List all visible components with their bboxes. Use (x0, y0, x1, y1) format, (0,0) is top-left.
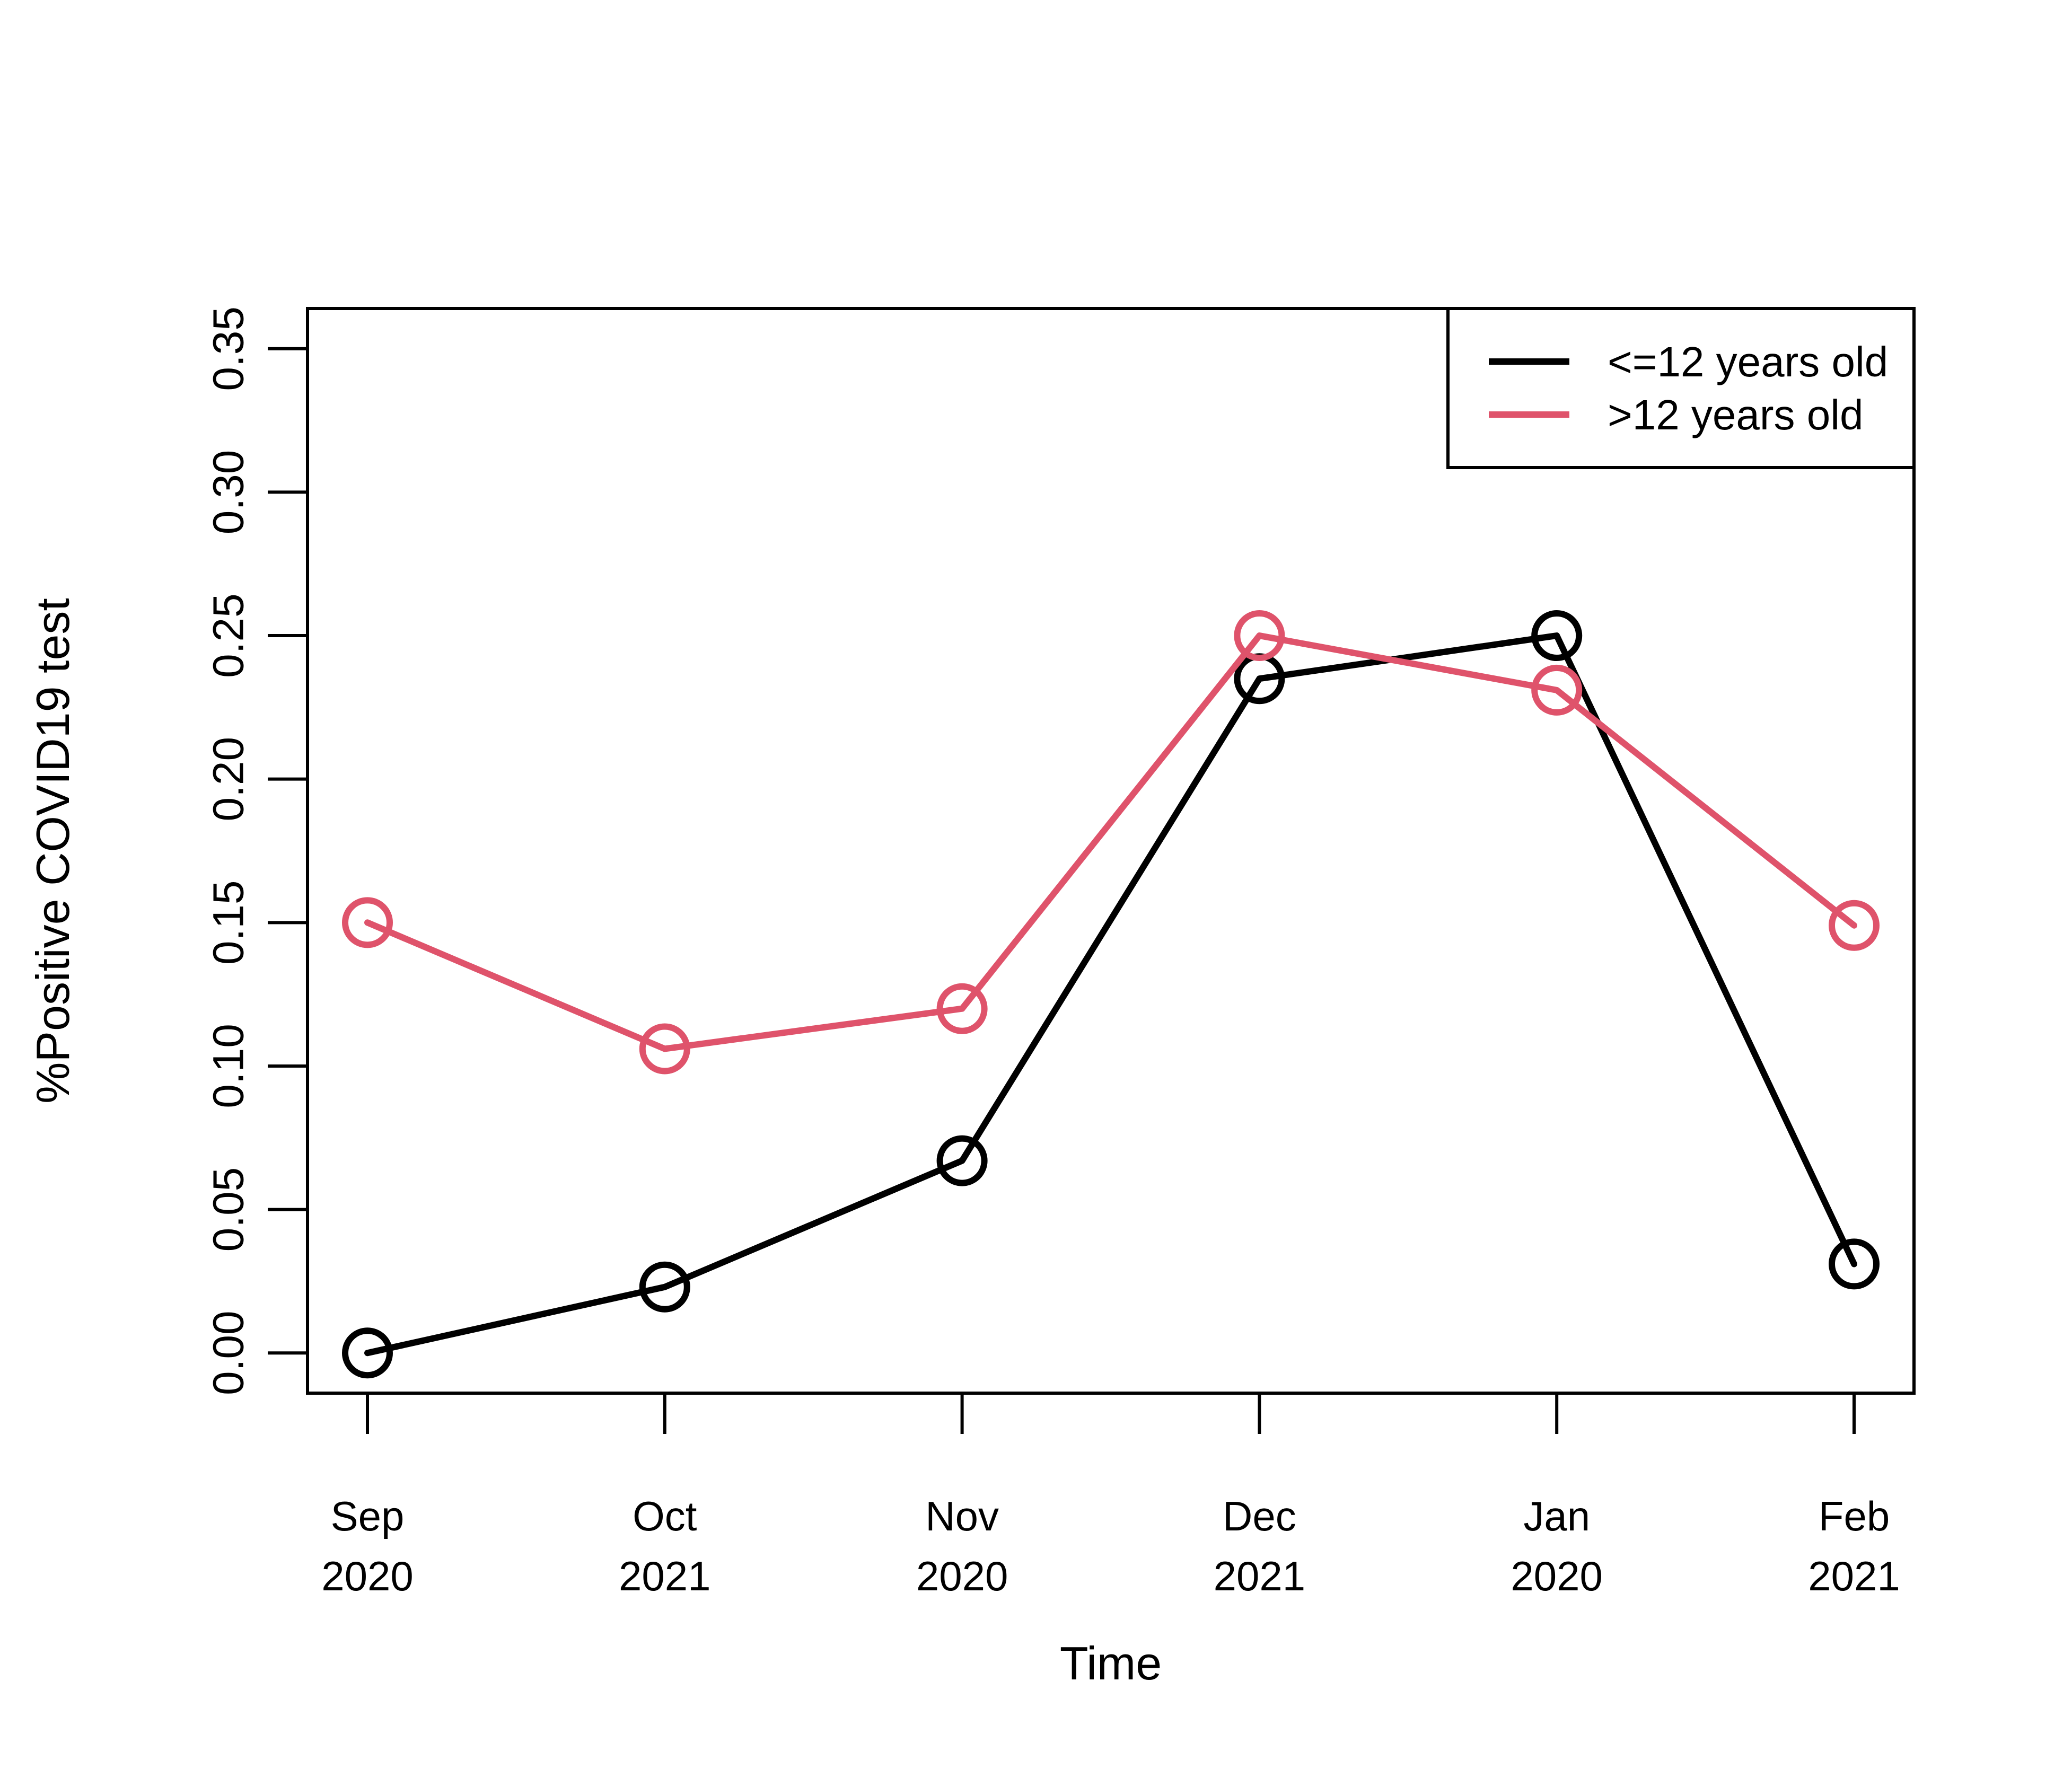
x-tick-label: 2021 (619, 1553, 711, 1599)
data-point (1234, 610, 1285, 662)
y-tick-label: 0.15 (205, 881, 253, 965)
data-point (936, 1135, 988, 1186)
legend: <=12 years old >12 years old (1446, 307, 1916, 469)
series-layer (342, 610, 1880, 1379)
x-axis-label: Time (1060, 1637, 1162, 1689)
y-tick-label: 0.00 (205, 1310, 253, 1395)
y-tick-label: 0.35 (205, 306, 253, 391)
axes: 0.00 0.05 0.10 0.15 0.20 0.25 0.30 0.35 Sep 2020 O… (205, 306, 1900, 1599)
x-tick-label: Dec (1223, 1493, 1296, 1539)
x-tick-label: 2020 (321, 1553, 414, 1599)
data-point (342, 1327, 393, 1379)
series-line (364, 632, 1857, 1357)
x-tick-label: Oct (633, 1493, 697, 1539)
data-point (1829, 900, 1880, 951)
series-2 (342, 610, 1880, 1075)
y-tick-label: 0.30 (205, 450, 253, 535)
data-point (936, 983, 988, 1034)
x-tick-label: 2020 (916, 1553, 1008, 1599)
legend-label: >12 years old (1608, 391, 1864, 438)
x-tick-label: 2020 (1511, 1553, 1603, 1599)
series-1 (342, 610, 1880, 1379)
y-tick-label: 0.20 (205, 737, 253, 822)
x-tick-label: 2021 (1808, 1553, 1900, 1599)
x-tick-label: Feb (1819, 1493, 1890, 1539)
series-line (364, 632, 1857, 1052)
x-tick-label: Sep (331, 1493, 405, 1539)
data-point (1829, 1238, 1880, 1290)
x-tick-label: 2021 (1214, 1553, 1306, 1599)
plot-frame (306, 307, 1916, 1395)
data-point (639, 1023, 690, 1075)
legend-box (1446, 307, 1916, 469)
legend-label: <=12 years old (1608, 338, 1888, 385)
y-tick-label: 0.25 (205, 593, 253, 678)
x-tick-label: Jan (1523, 1493, 1590, 1539)
data-point (1531, 610, 1583, 662)
data-point (639, 1261, 690, 1313)
y-tick-label: 0.05 (205, 1167, 253, 1252)
y-axis-label: %Positive COVID19 test (27, 598, 79, 1104)
x-tick-label: Nov (925, 1493, 999, 1539)
data-point (1531, 664, 1583, 716)
data-point (342, 897, 393, 948)
y-tick-label: 0.10 (205, 1024, 253, 1108)
